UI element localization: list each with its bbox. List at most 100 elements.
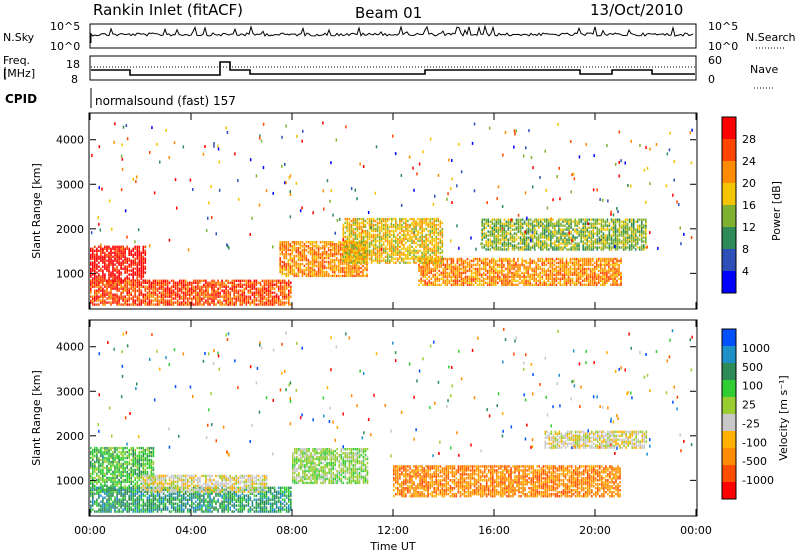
- data-cell: [181, 280, 183, 282]
- data-cell: [389, 260, 391, 262]
- data-cell: [610, 258, 612, 260]
- data-cell: [516, 232, 518, 234]
- data-cell: [288, 290, 290, 292]
- data-cell: [104, 246, 106, 248]
- data-cell: [548, 258, 550, 260]
- data-cell: [187, 282, 189, 284]
- data-cell: [399, 250, 401, 252]
- data-cell: [116, 294, 118, 296]
- data-cell: [576, 242, 578, 244]
- nsky-tick-top: 10^5: [50, 20, 80, 33]
- data-cell: [556, 244, 558, 246]
- data-cell: [134, 252, 136, 254]
- data-cell: [165, 299, 167, 301]
- data-cell: [316, 241, 318, 243]
- data-cell: [351, 240, 353, 242]
- data-cell: [326, 251, 328, 253]
- data-cell: [286, 282, 288, 284]
- data-cell: [112, 260, 114, 262]
- data-cell: [441, 284, 443, 286]
- data-cell: [522, 219, 524, 221]
- data-cell: [345, 256, 347, 258]
- data-cell: [578, 258, 580, 260]
- data-cell: [467, 262, 469, 264]
- data-cell: [639, 225, 641, 227]
- data-cell: [167, 299, 169, 301]
- data-cell: [393, 258, 395, 260]
- data-cell: [124, 266, 126, 268]
- data-cell: [554, 268, 556, 270]
- data-cell: [420, 266, 422, 268]
- data-cell: [104, 273, 106, 275]
- data-cell: [92, 280, 94, 282]
- data-cell: [570, 236, 572, 238]
- data-cell: [330, 241, 332, 243]
- data-cell: [381, 260, 383, 262]
- data-cell: [570, 258, 572, 260]
- data-cell: [532, 234, 534, 236]
- data-cell: [457, 258, 459, 260]
- data-cell: [100, 275, 102, 277]
- data-cell: [537, 284, 539, 286]
- data-cell: [643, 236, 645, 238]
- data-cell: [594, 266, 596, 268]
- data-cell: [570, 278, 572, 280]
- data-cell: [528, 219, 530, 221]
- data-cell: [383, 248, 385, 250]
- data-cell: [425, 234, 427, 236]
- data-cell: [355, 228, 357, 230]
- data-cell: [290, 296, 292, 298]
- data-cell: [490, 221, 492, 223]
- data-cell: [633, 219, 635, 221]
- data-cell: [371, 240, 373, 242]
- data-cell: [110, 280, 112, 282]
- data-cell: [235, 284, 237, 286]
- data-cell: [516, 238, 518, 240]
- nsky-label: N.Sky: [3, 31, 35, 44]
- data-cell: [360, 271, 362, 273]
- data-cell: [607, 234, 609, 236]
- data-cell: [94, 290, 96, 292]
- data-cell: [130, 260, 132, 262]
- data-cell: [92, 277, 94, 279]
- data-cell: [527, 266, 529, 268]
- data-cell: [159, 280, 161, 282]
- data-cell: [564, 225, 566, 227]
- data-cell: [340, 275, 342, 277]
- data-cell: [112, 280, 114, 282]
- data-cell: [347, 218, 349, 220]
- data-cell: [430, 282, 432, 284]
- data-cell: [375, 252, 377, 254]
- data-cell: [322, 251, 324, 253]
- data-cell: [617, 219, 619, 221]
- data-cell: [519, 264, 521, 266]
- data-cell: [268, 280, 270, 282]
- data-cell: [284, 301, 286, 303]
- data-cell: [423, 236, 425, 238]
- data-cell: [407, 224, 409, 226]
- data-cell: [213, 280, 215, 282]
- data-cell: [613, 238, 615, 240]
- data-cell: [292, 265, 294, 267]
- data-cell: [584, 258, 586, 260]
- data-cell: [338, 241, 340, 243]
- data-cell: [485, 248, 487, 250]
- data-cell: [564, 262, 566, 264]
- freq-trace: [91, 62, 695, 75]
- data-cell: [401, 248, 403, 250]
- data-cell: [419, 218, 421, 220]
- data-cell: [413, 218, 415, 220]
- data-cell: [139, 268, 141, 270]
- data-cell: [494, 246, 496, 248]
- data-cell: [439, 284, 441, 286]
- data-cell: [620, 272, 622, 274]
- data-cell: [367, 244, 369, 246]
- data-cell: [568, 268, 570, 270]
- data-cell: [379, 218, 381, 220]
- data-cell: [286, 294, 288, 296]
- data-cell: [582, 240, 584, 242]
- data-cell: [387, 218, 389, 220]
- data-cell: [282, 280, 284, 282]
- data-cell: [411, 236, 413, 238]
- data-cell: [616, 258, 618, 260]
